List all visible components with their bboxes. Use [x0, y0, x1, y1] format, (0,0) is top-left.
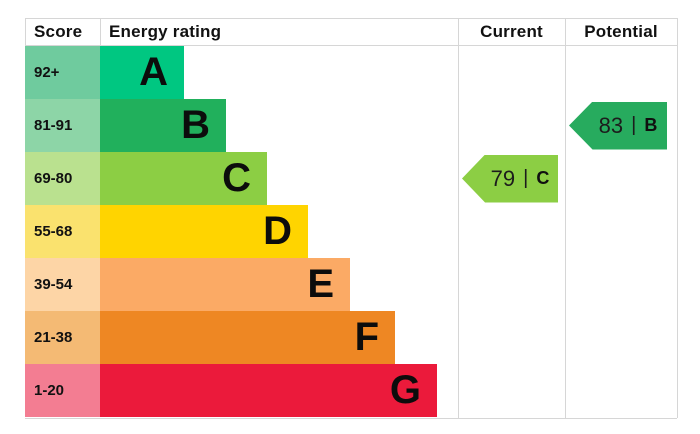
potential-rating-value: 83: [598, 112, 624, 138]
band-bar-e: E: [100, 258, 350, 311]
score-range-g: 1-20: [25, 364, 100, 417]
band-bar-g: G: [100, 364, 437, 417]
current-rating-value: 79: [490, 165, 516, 191]
current-rating-arrow: 79 | C: [462, 154, 558, 203]
header-bottom-border: [25, 45, 677, 46]
current-rating-band: C: [536, 168, 550, 188]
table-right-border: [677, 18, 678, 418]
current-rating-separator: |: [523, 167, 529, 189]
current-column-divider: [458, 18, 459, 418]
band-bar-d: D: [100, 205, 308, 258]
band-bar-a: A: [100, 46, 184, 99]
table-top-border: [25, 18, 677, 19]
score-range-c: 69-80: [25, 152, 100, 205]
score-range-f: 21-38: [25, 311, 100, 364]
band-bar-c: C: [100, 152, 267, 205]
column-header-current: Current: [480, 21, 543, 41]
score-column-divider: [100, 18, 101, 45]
potential-rating-band: B: [644, 115, 658, 135]
table-bottom-border: [25, 418, 677, 419]
potential-rating-separator: |: [631, 114, 637, 136]
column-header-score: Score: [34, 21, 83, 41]
column-header-potential: Potential: [584, 21, 658, 41]
column-header-energy-rating: Energy rating: [109, 21, 222, 41]
score-range-d: 55-68: [25, 205, 100, 258]
header-left-border: [25, 18, 26, 45]
score-range-e: 39-54: [25, 258, 100, 311]
potential-column-divider: [565, 18, 566, 418]
band-bar-b: B: [100, 99, 226, 152]
score-range-b: 81-91: [25, 99, 100, 152]
potential-rating-arrow: 83 | B: [569, 101, 667, 150]
band-bar-f: F: [100, 311, 395, 364]
score-range-a: 92+: [25, 46, 100, 99]
